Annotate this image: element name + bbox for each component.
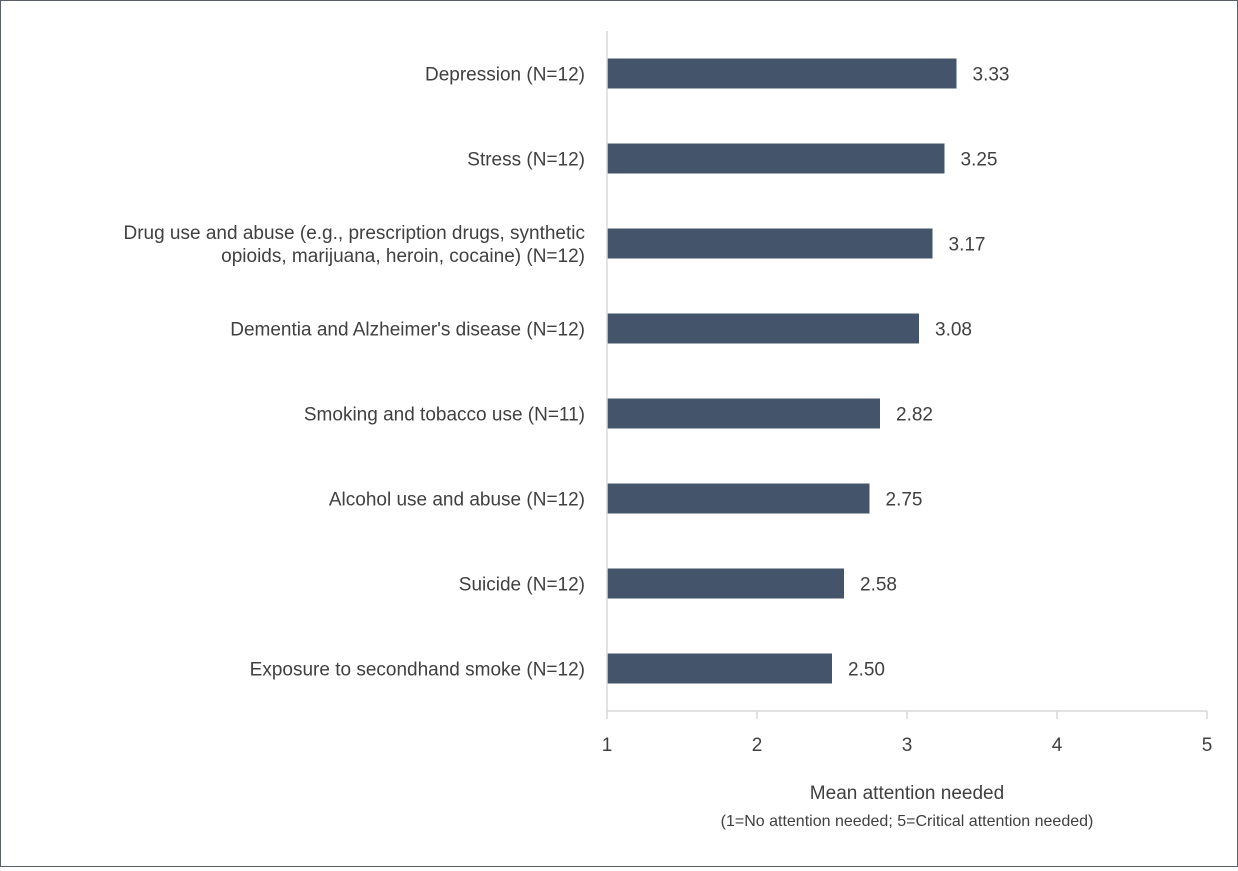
x-tick-label: 1 bbox=[602, 735, 613, 756]
category-label: Drug use and abuse (e.g., prescription d… bbox=[123, 223, 585, 244]
category-label: Dementia and Alzheimer's disease (N=12) bbox=[230, 320, 585, 341]
data-label: 3.25 bbox=[961, 150, 998, 171]
x-tick-label: 3 bbox=[902, 735, 913, 756]
x-axis: 1 2 3 4 5 bbox=[602, 31, 1213, 756]
data-label: 3.33 bbox=[973, 65, 1010, 86]
category-label: Suicide (N=12) bbox=[459, 575, 585, 596]
bar bbox=[607, 313, 919, 344]
bars-layer bbox=[607, 58, 957, 684]
category-label: Depression (N=12) bbox=[425, 65, 585, 86]
category-labels-layer: Depression (N=12) Stress (N=12) Drug use a… bbox=[123, 65, 585, 681]
x-axis-title: Mean attention needed bbox=[810, 783, 1004, 804]
data-label: 3.17 bbox=[949, 235, 986, 256]
value-labels-layer: 3.33 3.25 3.17 3.08 2.82 2.75 2.58 2.50 bbox=[848, 65, 1009, 681]
x-axis-subtitle: (1=No attention needed; 5=Critical atten… bbox=[721, 813, 1094, 830]
x-tick-label: 5 bbox=[1202, 735, 1213, 756]
data-label: 2.50 bbox=[848, 660, 885, 681]
bar bbox=[607, 58, 957, 89]
x-tick-label: 2 bbox=[752, 735, 763, 756]
bar bbox=[607, 653, 832, 684]
category-label: opioids, marijuana, heroin, cocaine) (N=… bbox=[221, 246, 585, 267]
category-label: Alcohol use and abuse (N=12) bbox=[329, 490, 585, 511]
data-label: 2.58 bbox=[860, 575, 897, 596]
category-label: Stress (N=12) bbox=[467, 150, 585, 171]
category-label: Exposure to secondhand smoke (N=12) bbox=[250, 660, 585, 681]
x-tick-label: 4 bbox=[1052, 735, 1063, 756]
bar bbox=[607, 398, 880, 429]
bar bbox=[607, 483, 870, 514]
data-label: 3.08 bbox=[935, 320, 972, 341]
bar bbox=[607, 228, 933, 259]
category-label: Smoking and tobacco use (N=11) bbox=[304, 405, 585, 426]
bar bbox=[607, 568, 844, 599]
data-label: 2.82 bbox=[896, 405, 933, 426]
data-label: 2.75 bbox=[886, 490, 923, 511]
bar bbox=[607, 143, 945, 174]
